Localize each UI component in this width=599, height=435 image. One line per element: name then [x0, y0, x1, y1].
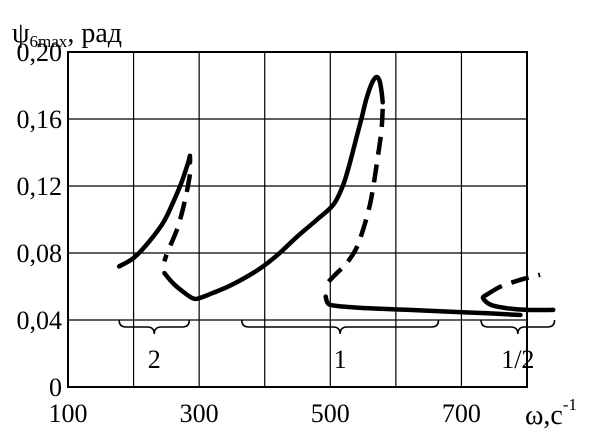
tick-labels: 100 300 500 700 0 0,04 0,08 0,12 0,16 0,20	[17, 38, 481, 428]
series-line-solid	[480, 292, 556, 313]
region-braces: 2 1 1/2	[118, 319, 556, 374]
y-tick-label: 0,08	[17, 239, 63, 268]
x-axis-title-superscript: -1	[563, 395, 577, 414]
series-line-dashed	[485, 272, 541, 297]
region-brace	[118, 319, 191, 335]
y-axis-title: ψ6max, рад	[12, 18, 122, 51]
region-label: 2	[148, 345, 161, 374]
y-tick-label: 0,04	[17, 306, 63, 335]
x-tick-label: 100	[49, 399, 88, 428]
x-tick-label: 500	[311, 399, 350, 428]
x-tick-label: 300	[180, 399, 219, 428]
series-line-solid	[116, 153, 193, 269]
y-tick-label: 0,16	[17, 105, 63, 134]
plot-frame	[67, 51, 528, 388]
y-axis-title-subscript: 6max	[30, 32, 68, 51]
region-brace	[480, 319, 556, 335]
y-tick-label: 0	[49, 373, 62, 402]
x-axis-title: ω,с-1	[525, 395, 577, 431]
y-tick-label: 0,20	[17, 38, 63, 67]
x-tick-label: 700	[442, 399, 481, 428]
region-label: 1/2	[501, 345, 534, 374]
series-line-solid	[162, 74, 385, 302]
y-axis-title-symbol: ψ	[12, 18, 30, 49]
grid	[68, 52, 527, 387]
region-label: 1	[334, 345, 347, 374]
region-brace	[240, 319, 440, 335]
y-tick-label: 0,12	[17, 172, 63, 201]
series-line-solid	[323, 294, 523, 318]
series-group	[116, 74, 556, 318]
x-axis-title-text: ω,с	[525, 400, 563, 431]
y-axis-title-unit: , рад	[67, 18, 122, 49]
series-line-dashed	[162, 173, 193, 263]
series-line-dashed	[324, 108, 385, 287]
